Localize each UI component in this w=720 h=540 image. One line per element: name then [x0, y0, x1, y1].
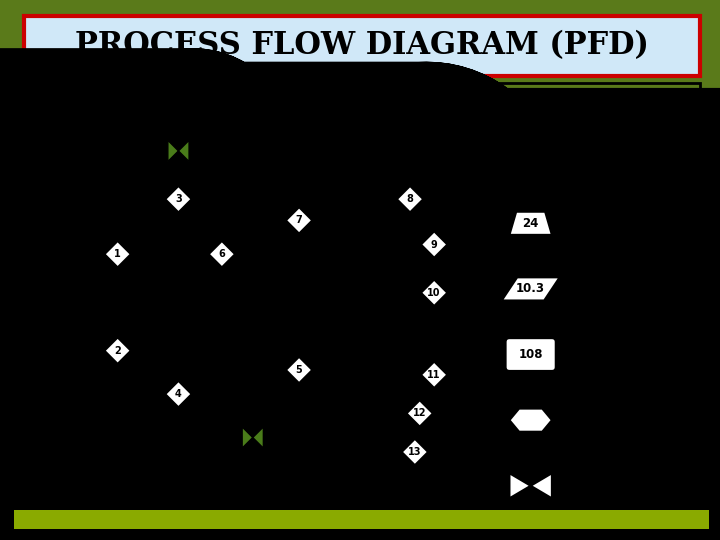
Bar	[333, 177, 410, 414]
Polygon shape	[406, 400, 433, 427]
Polygon shape	[71, 332, 125, 353]
Text: 600: 600	[518, 151, 543, 164]
Text: 11: 11	[428, 370, 441, 380]
Polygon shape	[397, 186, 423, 213]
Text: Temperature: Temperature	[562, 151, 652, 164]
FancyBboxPatch shape	[24, 16, 700, 76]
Text: Liquid: Liquid	[562, 472, 604, 485]
Polygon shape	[502, 278, 559, 300]
Text: 9: 9	[431, 240, 438, 249]
Text: Stream Information - Flag: Stream Information - Flag	[32, 93, 294, 111]
Text: 1: 1	[114, 249, 121, 259]
Text: 8: 8	[407, 194, 413, 204]
Polygon shape	[168, 140, 179, 161]
Text: 24: 24	[89, 335, 107, 348]
Ellipse shape	[181, 118, 195, 139]
Polygon shape	[104, 337, 131, 364]
Text: Flowrate: Flowrate	[562, 486, 624, 499]
Circle shape	[434, 187, 473, 225]
Polygon shape	[242, 427, 253, 448]
Polygon shape	[420, 231, 448, 258]
Text: PROCESS FLOW DIAGRAM (PFD): PROCESS FLOW DIAGRAM (PFD)	[75, 30, 649, 61]
Text: 12: 12	[413, 408, 426, 418]
Ellipse shape	[256, 404, 267, 422]
Polygon shape	[286, 207, 312, 234]
Polygon shape	[510, 473, 531, 498]
Ellipse shape	[238, 404, 250, 422]
Text: 24: 24	[523, 217, 539, 230]
Circle shape	[412, 367, 446, 402]
Bar	[168, 118, 188, 139]
Polygon shape	[165, 186, 192, 213]
Text: 5: 5	[296, 365, 302, 375]
Text: 24: 24	[244, 475, 261, 488]
Text: 3: 3	[175, 194, 182, 204]
Polygon shape	[510, 409, 552, 432]
Bar	[244, 404, 261, 422]
Ellipse shape	[162, 118, 176, 139]
Circle shape	[402, 430, 437, 464]
Polygon shape	[531, 473, 552, 498]
Text: Gas Flowrate: Gas Flowrate	[562, 414, 654, 427]
Text: Mass Flowrate: Mass Flowrate	[562, 282, 663, 295]
Polygon shape	[165, 381, 192, 408]
Bar	[140, 177, 217, 414]
Polygon shape	[401, 438, 428, 465]
Bar	[510, 146, 552, 169]
Bar	[14, 510, 709, 529]
Polygon shape	[179, 140, 189, 161]
Polygon shape	[420, 279, 448, 306]
Polygon shape	[420, 361, 448, 388]
Text: 13: 13	[408, 447, 422, 457]
Text: Molar Flowrate: Molar Flowrate	[562, 348, 667, 361]
Text: 600: 600	[85, 314, 112, 327]
Polygon shape	[71, 310, 125, 332]
Bar	[395, 440, 444, 455]
Ellipse shape	[427, 294, 480, 321]
Polygon shape	[510, 212, 552, 235]
Polygon shape	[208, 241, 235, 268]
Text: 108: 108	[518, 348, 543, 361]
Text: 10.3: 10.3	[516, 282, 545, 295]
Text: 7: 7	[296, 215, 302, 225]
Text: 2: 2	[114, 346, 121, 356]
Bar	[409, 165, 449, 188]
Polygon shape	[253, 427, 264, 448]
Polygon shape	[104, 241, 131, 268]
Circle shape	[278, 286, 320, 328]
Text: Pressure: Pressure	[562, 217, 624, 230]
Text: 300: 300	[416, 171, 442, 184]
Polygon shape	[224, 469, 282, 492]
Text: 6: 6	[218, 249, 225, 259]
Text: 10: 10	[428, 288, 441, 298]
Text: 4: 4	[175, 389, 182, 399]
Polygon shape	[286, 356, 312, 383]
FancyBboxPatch shape	[505, 338, 556, 371]
